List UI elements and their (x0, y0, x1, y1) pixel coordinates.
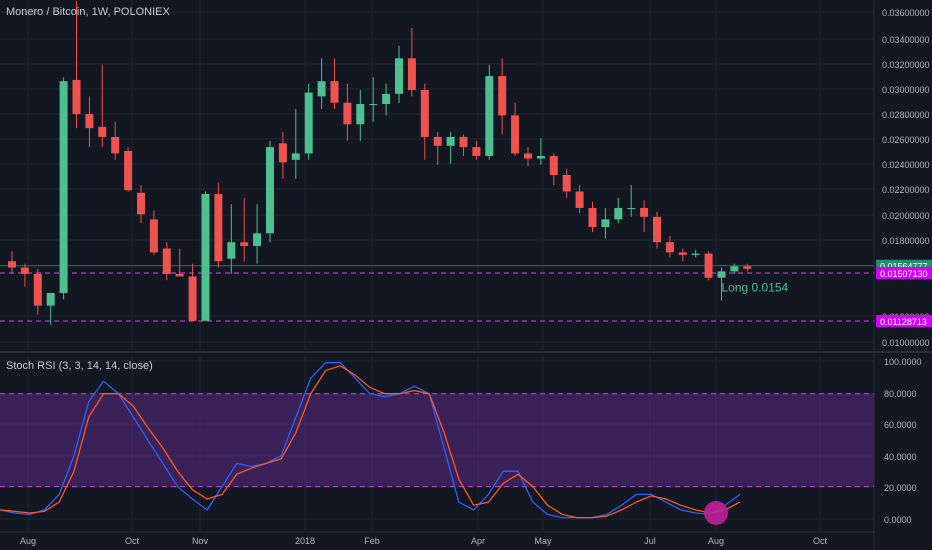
candle-down (163, 249, 171, 274)
candle-down (589, 208, 597, 227)
long-annotation: Long 0.0154 (722, 281, 789, 295)
level-2-badge: 0.01128713 (880, 317, 927, 327)
candle-down (8, 261, 16, 267)
rsi-tick-label: 60.0000 (884, 420, 917, 430)
time-tick-label: Nov (192, 536, 209, 546)
candle-down (550, 156, 558, 175)
rsi-tick-label: 20.0000 (884, 483, 917, 493)
price-tick-label: 0.01800000 (882, 236, 930, 246)
rsi-band (0, 394, 874, 487)
price-tick-label: 0.03200000 (882, 60, 930, 70)
candle-down (563, 175, 571, 191)
price-tick-label: 0.02800000 (882, 110, 930, 120)
price-tick-label: 0.03000000 (882, 85, 930, 95)
candle-down (576, 191, 584, 207)
candle-down (240, 242, 248, 246)
time-tick-label: Aug (708, 536, 724, 546)
candle-down (653, 217, 661, 242)
candle-down (511, 115, 519, 153)
candle-up (718, 271, 726, 277)
candle-up (369, 104, 377, 105)
candle-up (305, 93, 313, 154)
candle-down (111, 137, 119, 153)
candle-down (705, 254, 713, 278)
time-tick-label: Aug (20, 536, 36, 546)
candle-down (408, 58, 416, 90)
rsi-tick-label: 0.0000 (884, 515, 912, 525)
candle-down (137, 193, 145, 215)
candle-down (460, 137, 468, 147)
candle-down (498, 76, 506, 115)
candle-down (421, 90, 429, 137)
candle-down (176, 274, 184, 277)
time-tick-label: 2018 (295, 536, 315, 546)
chart-title: Monero / Bitcoin, 1W, POLONIEX (6, 6, 170, 18)
candle-up (60, 81, 68, 293)
time-tick-label: Oct (125, 536, 140, 546)
candle-up (601, 219, 609, 227)
price-tick-label: 0.02600000 (882, 135, 930, 145)
candle-up (292, 153, 300, 159)
candle-down (524, 153, 532, 158)
candle-down (34, 274, 42, 306)
candle-up (253, 233, 261, 246)
candle-down (85, 114, 93, 128)
candle-up (692, 254, 700, 255)
candle-up (266, 147, 274, 233)
price-tick-label: 0.03400000 (882, 35, 930, 45)
time-tick-label: May (534, 536, 552, 546)
candle-down (679, 252, 687, 255)
candle-up (447, 137, 455, 146)
candle-down (21, 268, 29, 274)
candle-down (214, 194, 222, 261)
candle-down (279, 143, 287, 162)
candle-down (189, 276, 197, 320)
candle-down (343, 103, 351, 125)
candle-down (666, 242, 674, 252)
candle-up (356, 104, 364, 124)
candle-up (537, 156, 545, 159)
candle-down (124, 151, 132, 190)
candle-up (318, 81, 326, 96)
candle-up (395, 58, 403, 94)
highlight-circle (704, 501, 728, 525)
candle-down (434, 137, 442, 146)
candle-up (627, 208, 635, 209)
candle-down (331, 81, 339, 103)
candle-down (98, 127, 106, 137)
candle-up (382, 94, 390, 104)
candle-down (73, 80, 81, 114)
price-tick-label: 0.02000000 (882, 211, 930, 221)
price-tick-label: 0.03600000 (882, 8, 930, 18)
candle-down (743, 266, 751, 269)
candle-up (614, 208, 622, 219)
time-tick-label: Apr (471, 536, 485, 546)
candle-up (202, 194, 210, 321)
time-tick-label: Jul (644, 536, 656, 546)
rsi-tick-label: 100.0000 (884, 357, 922, 367)
price-tick-label: 0.02400000 (882, 160, 930, 170)
level-1-badge: 0.01507130 (880, 269, 928, 279)
price-tick-label: 0.02200000 (882, 185, 930, 195)
rsi-tick-label: 80.0000 (884, 389, 917, 399)
candle-down (150, 219, 158, 252)
time-tick-label: Oct (813, 536, 828, 546)
rsi-tick-label: 40.0000 (884, 452, 917, 462)
price-tick-label: 0.01000000 (882, 338, 930, 348)
candle-up (730, 266, 738, 271)
candle-down (472, 147, 480, 156)
candle-up (485, 76, 493, 156)
rsi-title: Stoch RSI (3, 3, 14, 14, close) (6, 360, 153, 372)
candle-up (227, 242, 235, 258)
time-tick-label: Feb (364, 536, 380, 546)
candle-down (640, 208, 648, 217)
candle-up (47, 293, 55, 306)
